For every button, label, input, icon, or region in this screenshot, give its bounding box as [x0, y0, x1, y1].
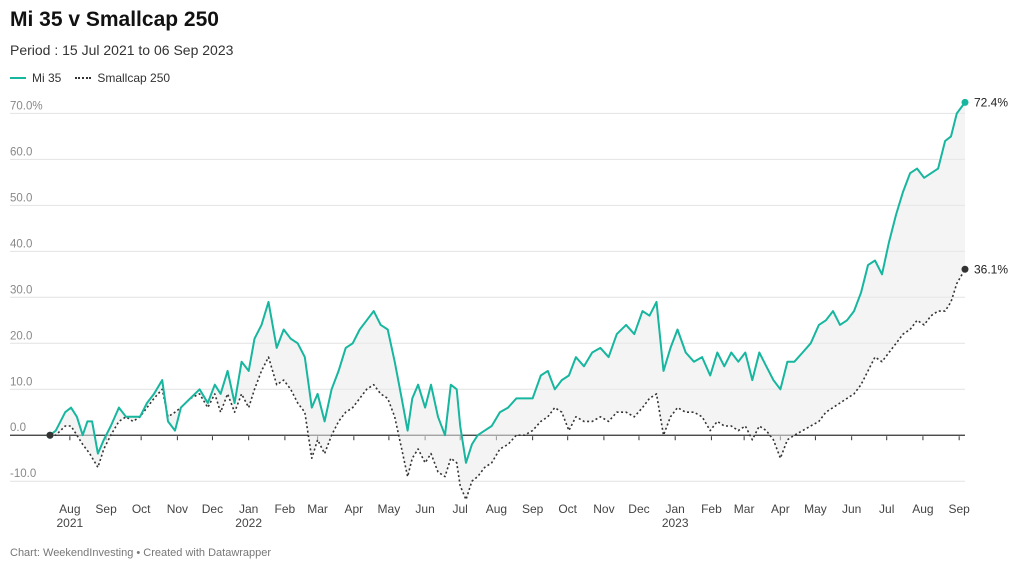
y-tick-label: 60.0	[10, 146, 32, 158]
legend-item-mi35: Mi 35	[10, 71, 61, 85]
y-tick-label: 20.0	[10, 330, 32, 342]
x-tick-label: Dec	[202, 502, 223, 516]
x-tick-label: Jul	[453, 502, 468, 516]
x-tick-label: Jul	[879, 502, 894, 516]
series-end-point	[961, 98, 969, 106]
range-fill-area	[50, 102, 965, 500]
series-start-point	[46, 431, 54, 439]
series-end-label: 36.1%	[974, 262, 1008, 276]
x-tick-label: Dec	[628, 502, 649, 516]
y-tick-label: 50.0	[10, 192, 32, 204]
y-tick-label: 10.0	[10, 376, 32, 388]
x-tick-label: Feb	[275, 502, 296, 516]
legend-swatch-solid-icon	[10, 77, 26, 79]
x-tick-label: Apr	[344, 502, 363, 516]
y-tick-label: 0.0	[10, 422, 26, 434]
series-line-mi-35	[49, 101, 966, 464]
legend-label-smallcap: Smallcap 250	[97, 71, 171, 85]
x-tick-label: Sep	[95, 502, 117, 516]
x-tick-label: Nov	[593, 502, 614, 516]
chart-subtitle: Period : 15 Jul 2021 to 06 Sep 2023	[10, 42, 234, 58]
y-tick-label: 70.0%	[10, 100, 43, 112]
legend-item-smallcap: Smallcap 250	[75, 71, 170, 85]
x-tick-label: Jun	[842, 502, 861, 516]
x-tick-year-label: 2023	[662, 516, 689, 530]
x-tick-label: May	[378, 502, 401, 516]
x-tick-label: Aug	[59, 502, 80, 516]
x-tick-label: Aug	[486, 502, 507, 516]
chart-footer: Chart: WeekendInvesting • Created with D…	[10, 547, 272, 559]
x-tick-year-label: 2021	[57, 516, 84, 530]
legend-label-mi35: Mi 35	[32, 71, 62, 85]
legend-swatch-dotted-icon	[75, 77, 92, 79]
x-tick-label: Apr	[771, 502, 790, 516]
x-tick-label: Oct	[132, 502, 151, 516]
chart-title: Mi 35 v Smallcap 250	[10, 8, 219, 31]
x-tick-label: Oct	[558, 502, 577, 516]
x-tick-label: May	[804, 502, 827, 516]
x-tick-label: Mar	[734, 502, 755, 516]
series-line-smallcap-250	[50, 268, 966, 501]
x-tick-label: Nov	[167, 502, 188, 516]
y-tick-label: -10.0	[10, 468, 36, 480]
series-end-label: 72.4%	[974, 95, 1008, 109]
chart-legend: Mi 35 Smallcap 250	[10, 71, 170, 85]
x-tick-label: Sep	[522, 502, 544, 516]
x-tick-label: Jan	[239, 502, 258, 516]
x-tick-label: Jan	[666, 502, 685, 516]
x-tick-label: Mar	[307, 502, 328, 516]
x-tick-label: Jun	[415, 502, 434, 516]
x-tick-year-label: 2022	[235, 516, 262, 530]
y-tick-label: 40.0	[10, 238, 32, 250]
x-tick-label: Sep	[948, 502, 970, 516]
x-tick-label: Feb	[701, 502, 722, 516]
y-tick-label: 30.0	[10, 284, 32, 296]
x-tick-label: Aug	[912, 502, 933, 516]
series-end-point	[961, 265, 969, 273]
